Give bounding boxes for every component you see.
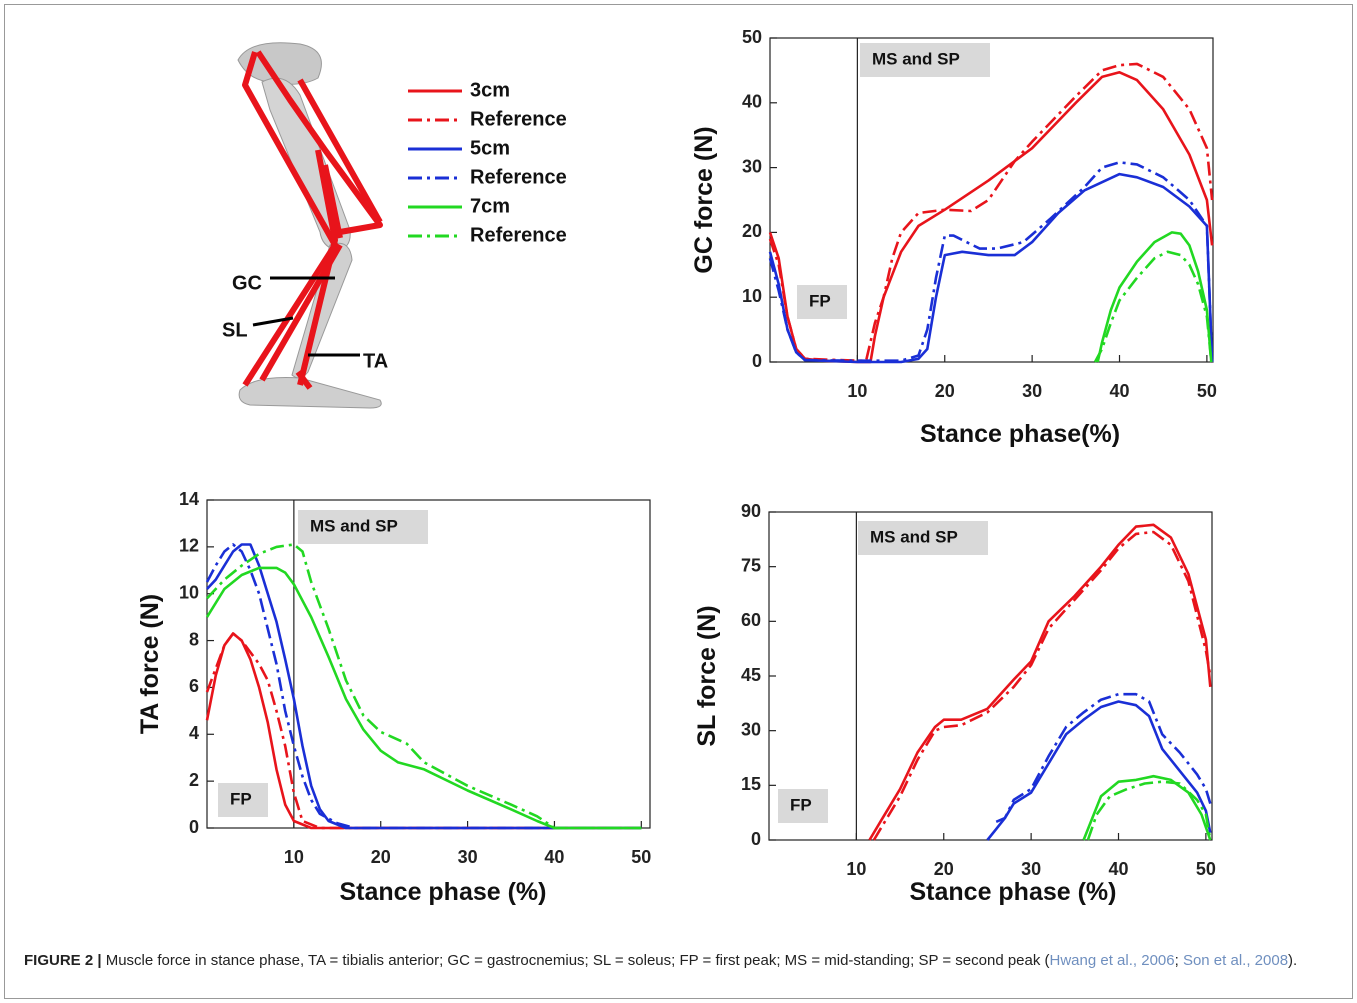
- series-line: [768, 71, 1214, 364]
- y-tick-label: 40: [742, 92, 762, 112]
- y-tick-label: 20: [742, 221, 762, 241]
- plot-frame: [769, 37, 1214, 363]
- x-tick-label: 10: [284, 847, 304, 867]
- y-tick-label: 8: [189, 629, 199, 649]
- x-tick-label: 30: [458, 847, 478, 867]
- x-tick-label: 30: [1021, 859, 1041, 879]
- annotation: FP: [790, 795, 812, 814]
- caption-sep: ;: [1174, 952, 1183, 969]
- series-line: [1082, 774, 1212, 841]
- annotation-box: [797, 285, 847, 319]
- y-tick-label: 90: [741, 501, 761, 521]
- caption-ref: Son et al., 2008: [1182, 952, 1289, 969]
- annotation-box: [778, 789, 828, 823]
- x-tick-label: 10: [846, 859, 866, 879]
- caption-body: Muscle force in stance phase, TA = tibia…: [101, 952, 1050, 969]
- y-tick-label: 2: [189, 770, 199, 790]
- annotation: MS and SP: [872, 49, 960, 68]
- leg-illustration: GC SL TA: [222, 42, 388, 409]
- series-line: [995, 692, 1212, 823]
- x-tick-label: 40: [544, 847, 564, 867]
- caption-ref: Hwang et al., 2006: [1049, 952, 1175, 969]
- y-tick-label: 15: [741, 774, 761, 794]
- x-tick-label: 10: [847, 381, 867, 401]
- caption-end: ).: [1288, 952, 1298, 969]
- x-tick-label: 20: [371, 847, 391, 867]
- x-tick-label: 50: [631, 847, 651, 867]
- y-tick-label: 30: [741, 719, 761, 739]
- y-tick-label: 4: [189, 723, 199, 743]
- legend-label: Reference: [470, 108, 567, 130]
- x-tick-label: 50: [1196, 859, 1216, 879]
- x-tick-label: 20: [935, 381, 955, 401]
- legend-label: 7cm: [470, 195, 510, 217]
- series-line: [768, 172, 1214, 364]
- caption: FIGURE 2 | Muscle force in stance phase,…: [24, 950, 1324, 972]
- y-axis-label: GC force (N): [690, 126, 718, 273]
- series-line: [1093, 250, 1213, 363]
- y-tick-label: 10: [742, 286, 762, 306]
- x-tick-label: 30: [1022, 381, 1042, 401]
- y-tick-label: 50: [742, 27, 762, 47]
- illustration-label: TA: [363, 350, 388, 372]
- annotation: FP: [230, 789, 252, 808]
- legend-label: 5cm: [470, 137, 510, 159]
- annotation-box: [218, 783, 268, 817]
- series-line: [986, 700, 1212, 841]
- series-line: [205, 566, 642, 830]
- series-line: [1096, 231, 1213, 363]
- y-tick-label: 10: [179, 582, 199, 602]
- series-line: [868, 523, 1212, 841]
- y-tick-label: 0: [751, 829, 761, 849]
- plot-frame: [768, 511, 1213, 841]
- frame: [4, 4, 1353, 999]
- annotation-box: [298, 510, 428, 544]
- y-tick-label: 75: [741, 555, 761, 575]
- x-tick-label: 40: [1108, 859, 1128, 879]
- annotation-box: [860, 43, 990, 77]
- series-line: [1086, 780, 1212, 841]
- x-axis-label: Stance phase(%): [920, 420, 1120, 448]
- y-tick-label: 14: [179, 489, 199, 509]
- series-line: [872, 530, 1212, 841]
- series-line: [206, 543, 642, 830]
- series-line: [205, 632, 642, 830]
- x-axis-label: Stance phase (%): [339, 878, 546, 906]
- annotation-box: [858, 521, 988, 555]
- series-line: [205, 543, 642, 830]
- x-axis-label: Stance phase (%): [909, 878, 1116, 906]
- y-tick-label: 12: [179, 536, 199, 556]
- y-axis-label: SL force (N): [693, 605, 721, 746]
- series-line: [768, 62, 1214, 362]
- y-tick-label: 6: [189, 676, 199, 696]
- legend-label: Reference: [470, 224, 567, 246]
- y-axis-label: TA force (N): [136, 594, 164, 734]
- y-tick-label: 0: [189, 817, 199, 837]
- illustration-label: GC: [232, 272, 262, 294]
- annotation: MS and SP: [310, 516, 398, 535]
- illustration-label: SL: [222, 319, 248, 341]
- y-tick-label: 60: [741, 610, 761, 630]
- caption-label: FIGURE 2 |: [24, 952, 102, 969]
- series-line: [768, 161, 1214, 363]
- annotation: MS and SP: [870, 527, 958, 546]
- x-tick-label: 40: [1109, 381, 1129, 401]
- y-tick-label: 0: [752, 351, 762, 371]
- y-tick-label: 30: [742, 156, 762, 176]
- series-line: [205, 632, 642, 830]
- legend-label: Reference: [470, 166, 567, 188]
- y-tick-label: 45: [741, 665, 761, 685]
- x-tick-label: 50: [1197, 381, 1217, 401]
- x-tick-label: 20: [934, 859, 954, 879]
- legend-label: 3cm: [470, 79, 510, 101]
- series-line: [206, 543, 642, 830]
- annotation: FP: [809, 291, 831, 310]
